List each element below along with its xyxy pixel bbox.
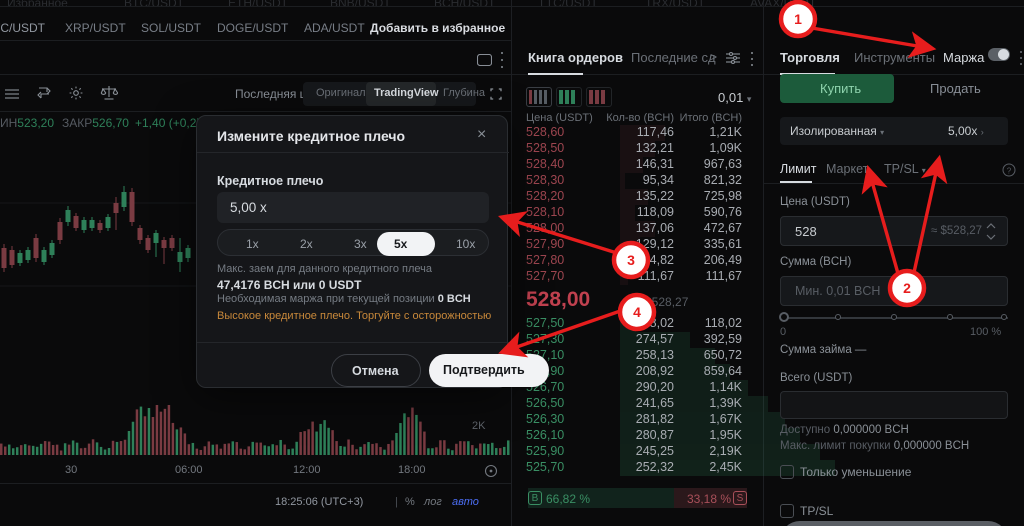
svg-text:1: 1 — [794, 11, 802, 27]
svg-text:4: 4 — [633, 304, 641, 320]
svg-text:3: 3 — [627, 252, 635, 268]
svg-text:2: 2 — [903, 280, 911, 296]
